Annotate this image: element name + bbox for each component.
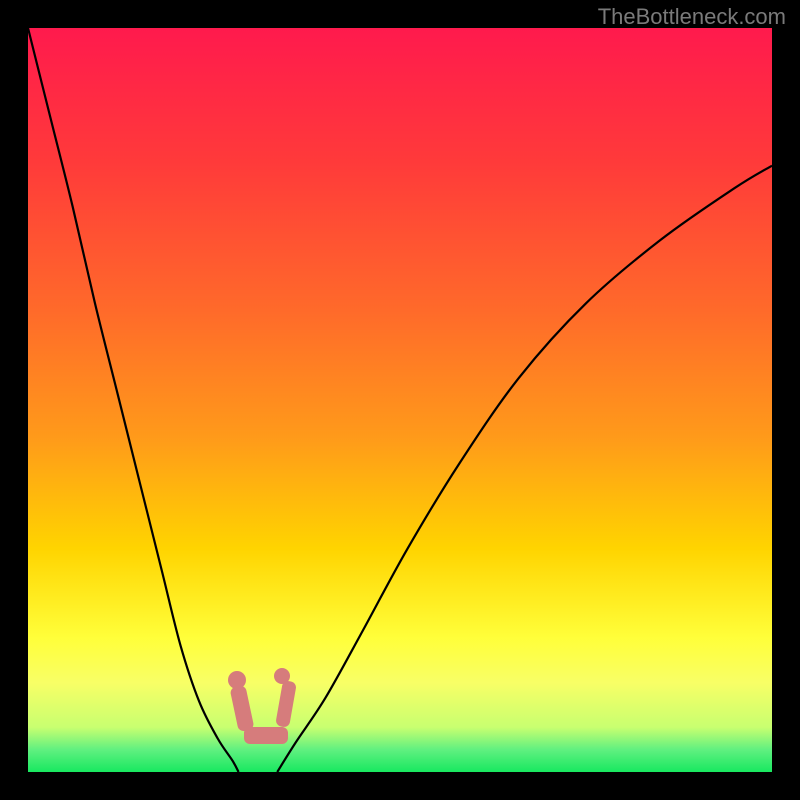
v-curve-path [28, 28, 772, 772]
outer-frame: TheBottleneck.com [0, 0, 800, 800]
curve-overlay [0, 0, 800, 800]
region-bar [244, 727, 289, 743]
watermark-text: TheBottleneck.com [598, 4, 786, 30]
